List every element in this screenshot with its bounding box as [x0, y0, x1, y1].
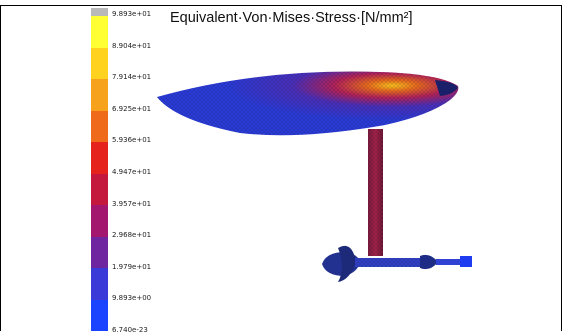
legend-tick-label: 1.979e+01	[112, 262, 152, 271]
pod-tail-shaft	[436, 259, 462, 265]
legend-tick-label: 2.968e+01	[112, 231, 152, 240]
legend-tick-label: 9.893e+00	[112, 294, 152, 303]
plot-title: Equivalent·Von·Mises·Stress·[N/mm²]	[170, 10, 413, 26]
legend-swatch	[91, 79, 108, 111]
pod-rear-cone	[420, 254, 438, 270]
legend-swatch	[91, 205, 108, 237]
legend-tick-label: 3.957e+01	[112, 199, 152, 208]
legend-swatch	[91, 299, 108, 331]
legend-swatch	[91, 173, 108, 205]
frame-top-border	[0, 5, 562, 6]
legend-tick-label: 4.947e+01	[112, 168, 152, 176]
legend-swatch	[91, 142, 108, 174]
frame-right-border	[561, 5, 562, 331]
legend-tick-label: 6.925e+01	[112, 104, 152, 113]
legend-swatch	[91, 8, 108, 16]
legend-swatch	[91, 47, 108, 79]
propeller-blade	[338, 245, 356, 282]
legend-swatch	[91, 268, 108, 300]
legend-tick-label: 9.893e+01	[112, 10, 152, 18]
legend-swatch	[91, 16, 108, 48]
stress-color-legend	[91, 8, 108, 331]
frame-left-border	[0, 5, 1, 331]
pod-tail-cap	[460, 256, 472, 267]
hull-mesh	[157, 71, 459, 136]
pod-shaft-mesh	[355, 258, 425, 267]
legend-swatch	[91, 110, 108, 142]
legend-swatch	[91, 236, 108, 268]
legend-tick-label: 6.740e-23	[112, 326, 148, 334]
hull-tip	[435, 80, 458, 96]
strut-mesh	[368, 129, 383, 256]
legend-tick-label: 5.936e+01	[112, 136, 152, 145]
legend-tick-label: 7.914e+01	[112, 73, 152, 82]
legend-tick-label: 8.904e+01	[112, 41, 152, 50]
